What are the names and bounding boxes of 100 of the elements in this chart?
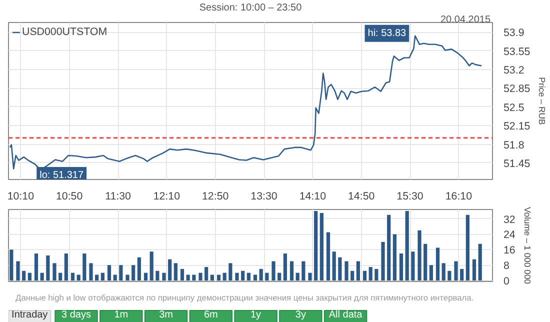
bar [228, 263, 232, 281]
bar [442, 263, 446, 281]
y-tick-label: 0 [504, 276, 510, 288]
bar [28, 272, 32, 281]
bar [429, 265, 433, 281]
text: 3y [295, 310, 306, 320]
bar [308, 272, 312, 281]
text: Intraday [12, 310, 48, 320]
bar [126, 274, 130, 281]
bar [132, 265, 136, 281]
bar [210, 274, 214, 281]
text: 1y [250, 310, 262, 320]
bar [253, 274, 258, 281]
y-tick-label: 53.9 [504, 27, 524, 40]
bar [320, 212, 324, 281]
bar [368, 267, 372, 281]
bar [296, 272, 300, 281]
text: 3 days [62, 310, 91, 320]
bar [424, 244, 428, 281]
x-tick-label: 11:30 [105, 190, 132, 202]
bar [302, 261, 306, 281]
bar [156, 270, 160, 281]
bar [34, 254, 38, 281]
bar [332, 252, 336, 281]
y-tick-label: 51.8 [504, 139, 524, 152]
bar [392, 234, 396, 281]
bar [241, 270, 245, 281]
bar [466, 214, 470, 281]
bar [10, 250, 14, 281]
bar [326, 232, 330, 281]
y-tick-label: 32 [504, 214, 516, 226]
bar [198, 272, 202, 281]
bar [222, 272, 226, 281]
bar [246, 272, 250, 281]
bar [58, 272, 62, 281]
annotation: hi: 53.83 [368, 28, 407, 39]
bar [350, 270, 354, 281]
bar [168, 259, 172, 281]
text: 3m [159, 310, 173, 320]
x-tick-label: 10:50 [56, 190, 83, 202]
bar [22, 270, 26, 281]
x-tick-label: 12:50 [202, 190, 229, 202]
text: 6m [204, 310, 218, 320]
bar [399, 254, 404, 281]
y-tick-label: 52.85 [504, 83, 530, 96]
bar [82, 254, 86, 281]
bar [137, 257, 141, 281]
text: Данные high и low отображаются по принципу демонстрации значения цены закрытия для пятиминутного интервала. [16, 292, 474, 302]
bar [174, 263, 178, 281]
bar [119, 265, 123, 281]
bar [216, 274, 221, 281]
bar [95, 274, 99, 281]
bar [454, 261, 458, 281]
bar [272, 261, 276, 281]
bar [46, 255, 50, 281]
bar [387, 214, 391, 281]
y-tick-label: 24 [504, 229, 516, 242]
y-tick-label: 53.55 [504, 46, 530, 58]
y-axis-title: Volume – 1 000 000 [522, 206, 532, 284]
legend-label: USD000UTSTOM [22, 26, 108, 38]
bar [338, 257, 342, 281]
bar [180, 268, 184, 281]
y-tick-label: 53.2 [504, 64, 524, 76]
y-tick-label: 8 [504, 260, 510, 272]
chart-subtitle: Session: 10:00 – 23:50 [199, 2, 302, 14]
bar [162, 272, 166, 281]
bar [418, 230, 422, 281]
x-tick-label: 13:30 [250, 190, 278, 202]
text: 1m [114, 310, 128, 320]
bar [362, 270, 367, 281]
bar [411, 252, 415, 281]
bar [52, 263, 56, 281]
y-axis-title: Price – RUB [537, 77, 548, 126]
x-tick-label: 10:10 [7, 190, 34, 202]
bar [405, 211, 409, 281]
bar [460, 268, 464, 281]
bar [40, 272, 44, 281]
x-tick-label: 14:10 [299, 190, 326, 202]
bar [436, 248, 440, 281]
bar [144, 272, 148, 281]
bar [478, 244, 482, 281]
text: All data [328, 310, 363, 320]
bar [150, 252, 154, 281]
bar [186, 274, 190, 281]
x-tick-label: 16:10 [445, 190, 472, 202]
bar [204, 267, 208, 281]
bar [283, 254, 287, 281]
bar [278, 272, 282, 281]
bar [76, 274, 80, 281]
x-tick-label: 15:30 [396, 190, 424, 202]
bar [381, 242, 385, 281]
bar [472, 259, 476, 281]
bar [192, 274, 196, 281]
bar [265, 272, 269, 281]
y-tick-label: 16 [504, 244, 516, 257]
bar [344, 261, 348, 281]
bar [64, 254, 68, 281]
bar [290, 261, 294, 281]
y-tick-label: 51.45 [504, 158, 530, 170]
bar [374, 268, 378, 281]
